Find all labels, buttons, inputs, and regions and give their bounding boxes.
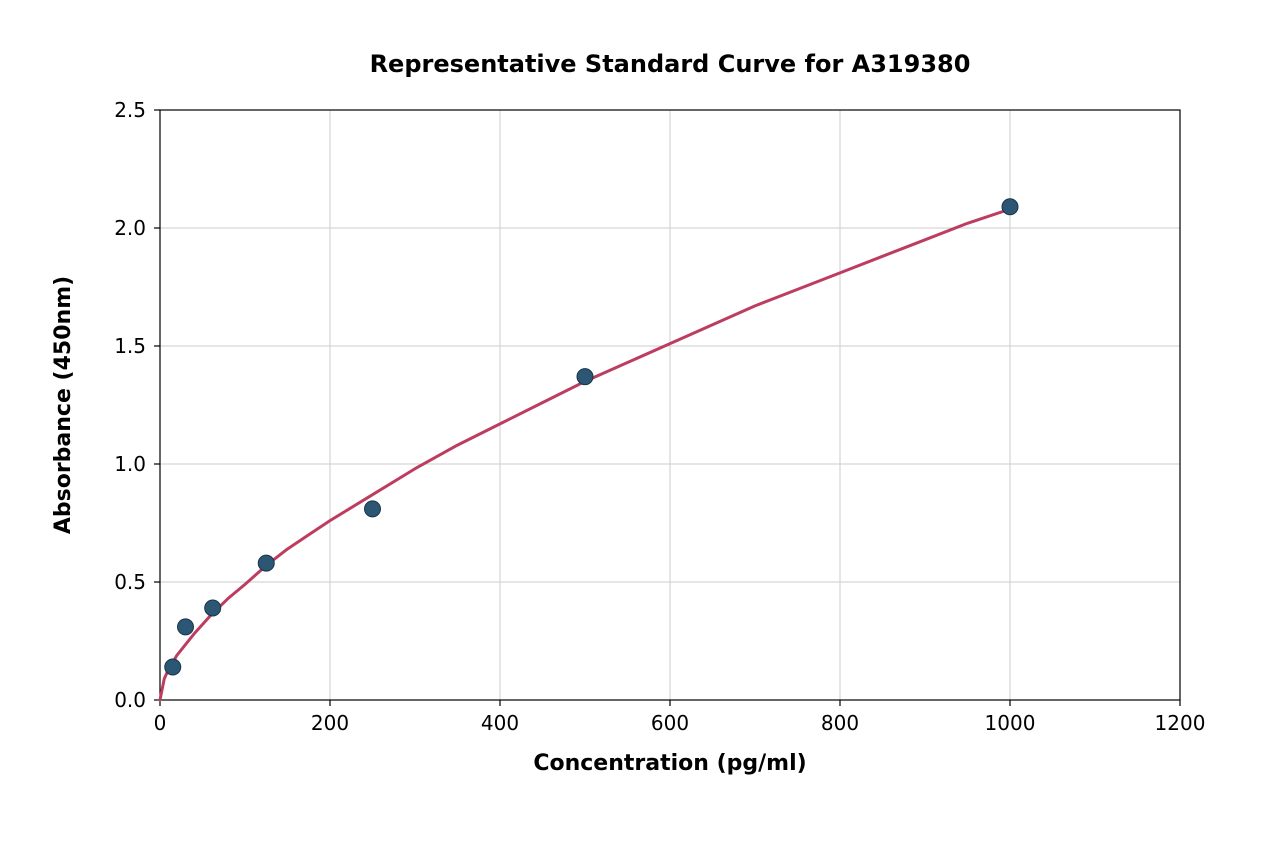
x-tick-label: 0 [154,711,167,735]
x-tick-label: 200 [311,711,349,735]
chart-container: 0 200 400 600 800 1000 1200 0.0 0.5 1.0 1.5 2.0 2.5 R… [0,0,1280,845]
x-tick-label: 1000 [985,711,1036,735]
y-tick-label: 0.0 [114,688,146,712]
chart-title: Representative Standard Curve for A31938… [370,50,971,78]
x-tick-label: 400 [481,711,519,735]
y-axis-label: Absorbance (450nm) [51,276,76,534]
data-point [165,659,181,675]
chart-svg: 0 200 400 600 800 1000 1200 0.0 0.5 1.0 1.5 2.0 2.5 R… [0,0,1280,845]
x-axis-label: Concentration (pg/ml) [533,751,806,776]
y-tick-label: 2.0 [114,216,146,240]
x-tick-label: 1200 [1155,711,1206,735]
y-tick-label: 1.5 [114,334,146,358]
data-point [205,600,221,616]
data-point [1002,199,1018,215]
x-tick-label: 800 [821,711,859,735]
y-tick-label: 1.0 [114,452,146,476]
data-point [258,555,274,571]
y-tick-label: 2.5 [114,98,146,122]
y-tick-label: 0.5 [114,570,146,594]
data-point [365,501,381,517]
data-point [577,369,593,385]
x-tick-label: 600 [651,711,689,735]
data-point [178,619,194,635]
